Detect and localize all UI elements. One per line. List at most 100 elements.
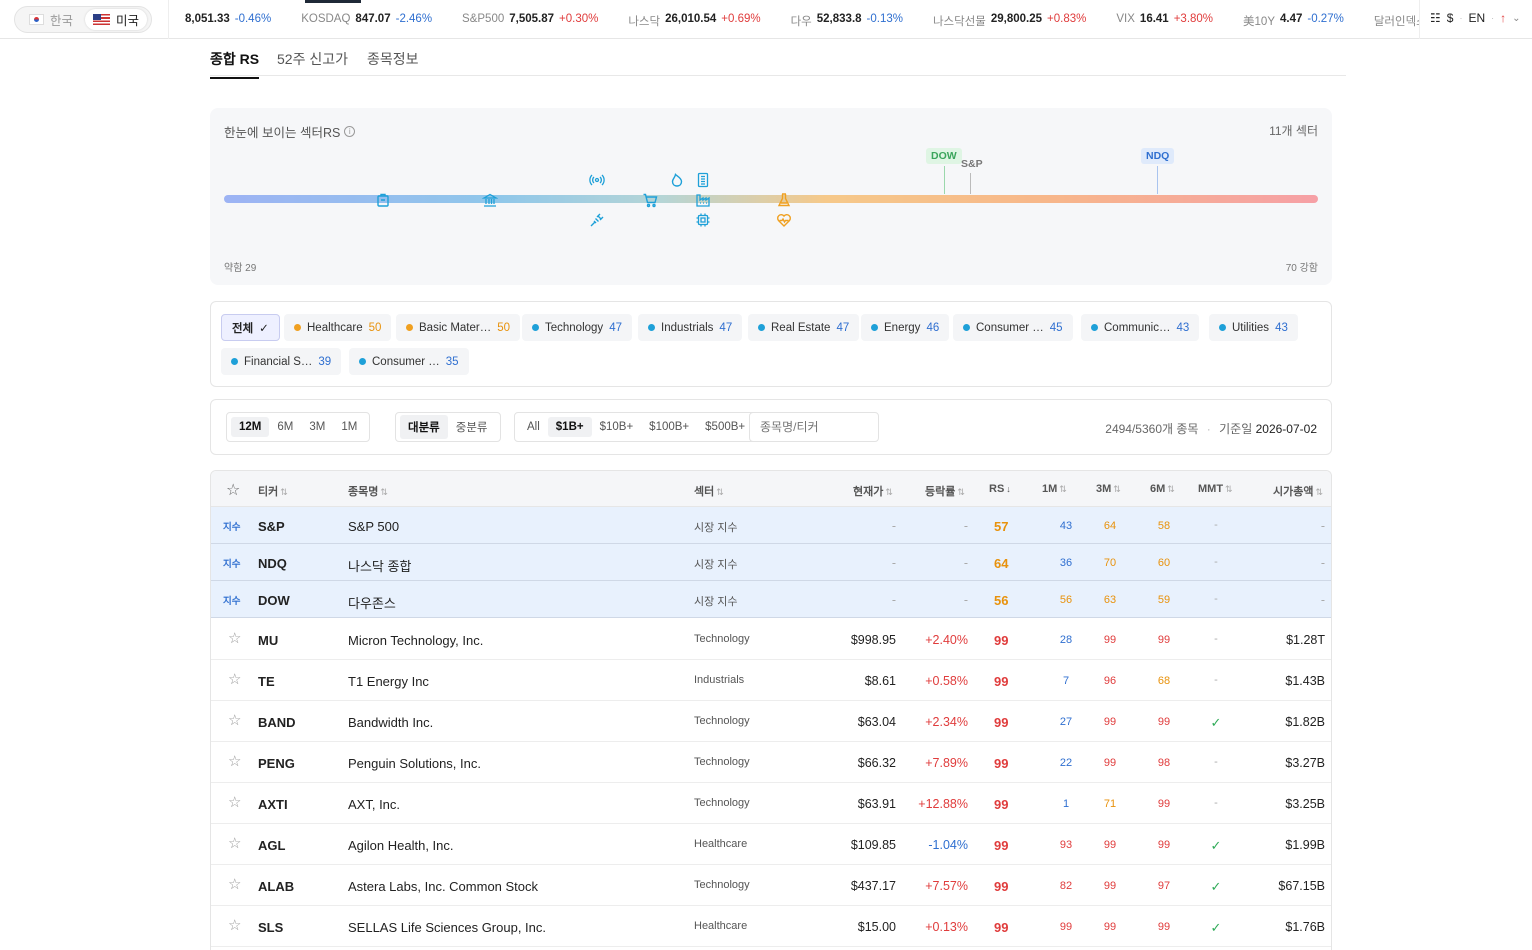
sector-chip[interactable]: Utilities 43 — [1209, 314, 1298, 341]
info-icon[interactable]: i — [344, 126, 356, 137]
classification-button[interactable]: 대분류 — [400, 415, 448, 439]
sector-chip[interactable]: Consumer … 45 — [953, 314, 1073, 341]
language-toggle[interactable]: EN — [1468, 11, 1486, 25]
favorite-star-icon[interactable]: ☆ — [228, 752, 242, 770]
col-ticker[interactable]: 티커 ⇅ — [258, 483, 288, 499]
company-name[interactable]: SELLAS Life Sciences Group, Inc. — [348, 919, 546, 935]
col-sector[interactable]: 섹터 ⇅ — [694, 483, 724, 499]
period-button[interactable]: 6M — [277, 421, 294, 433]
sector-chip[interactable]: Consumer … 35 — [349, 348, 469, 375]
sector-chip[interactable]: Basic Mater… 50 — [396, 314, 521, 341]
ticker-symbol[interactable]: BAND — [258, 714, 296, 730]
favorite-star-icon[interactable]: ☆ — [228, 834, 242, 852]
energy-flame-icon[interactable] — [668, 171, 686, 189]
period-button[interactable]: 12M — [231, 417, 270, 437]
index-row[interactable]: 지수 NDQ 나스닥 종합 시장 지수 - - 64 36 70 60 - - — [211, 544, 1331, 581]
ticker-item[interactable]: KOSDAQ 847.07 -2.46% — [301, 13, 432, 29]
company-name[interactable]: Agilon Health, Inc. — [348, 837, 454, 853]
ticker-symbol[interactable]: DOW — [258, 592, 290, 608]
financial-bank-icon[interactable] — [481, 191, 499, 209]
company-name[interactable]: AXT, Inc. — [348, 796, 401, 812]
table-row[interactable]: ☆ BAND Bandwidth Inc. Technology $63.04 +2.34… — [211, 701, 1331, 742]
favorite-star-icon[interactable]: ☆ — [228, 711, 242, 729]
favorite-star-header-icon[interactable]: ☆ — [226, 482, 241, 499]
ticker-symbol[interactable]: PENG — [258, 755, 295, 771]
industrials-factory-icon[interactable] — [694, 191, 712, 209]
company-name[interactable]: Bandwidth Inc. — [348, 714, 434, 730]
sector-chip[interactable]: Technology 47 — [522, 314, 632, 341]
technology-chip-icon[interactable] — [694, 211, 712, 229]
company-name[interactable]: 다우존스 — [348, 595, 396, 611]
company-name[interactable]: Penguin Solutions, Inc. — [348, 755, 481, 771]
table-row[interactable]: ☆ PENG Penguin Solutions, Inc. Technology $6… — [211, 742, 1331, 783]
sector-chip[interactable]: Energy 46 — [861, 314, 950, 341]
ticker-symbol[interactable]: S&P — [258, 518, 285, 534]
consumer-defensive-icon[interactable] — [374, 191, 392, 209]
company-name[interactable]: T1 Energy Inc — [348, 673, 429, 689]
company-name[interactable]: Astera Labs, Inc. Common Stock — [348, 878, 539, 894]
ticker-item[interactable]: VIX 16.41 +3.80% — [1116, 13, 1213, 29]
col-6m[interactable]: 6M ⇅ — [1150, 483, 1175, 495]
col-3m[interactable]: 3M ⇅ — [1096, 483, 1121, 495]
stock-search-input[interactable] — [749, 412, 879, 442]
company-name[interactable]: 나스닥 종합 — [348, 558, 412, 574]
favorite-star-icon[interactable]: ☆ — [228, 916, 242, 934]
table-row[interactable]: ☆ AXTI AXT, Inc. Technology $63.91 +12.88% 99 1… — [211, 783, 1331, 824]
table-row[interactable]: ☆ MU Micron Technology, Inc. Technology $998… — [211, 619, 1331, 660]
tab-52w-high[interactable]: 52주 신고가 — [277, 51, 348, 67]
chevron-down-icon[interactable]: ⌄ — [1512, 12, 1521, 24]
col-price[interactable]: 현재가 ⇅ — [853, 483, 893, 499]
communication-signal-icon[interactable] — [588, 171, 606, 189]
sector-chip[interactable]: Financial S… 39 — [221, 348, 342, 375]
sector-chip[interactable]: Real Estate 47 — [748, 314, 860, 341]
index-row[interactable]: 지수 DOW 다우존스 시장 지수 - - 56 56 63 59 - - — [211, 581, 1331, 618]
ticker-symbol[interactable]: TE — [258, 673, 275, 689]
col-change[interactable]: 등락률 ⇅ — [925, 483, 965, 499]
tab-total-rs[interactable]: 종합 RS — [210, 49, 260, 79]
chip-all[interactable]: 전체 ✓ — [221, 314, 280, 341]
favorite-star-icon[interactable]: ☆ — [228, 629, 242, 647]
utilities-plug-icon[interactable] — [588, 211, 606, 229]
ticker-symbol[interactable]: NDQ — [258, 555, 287, 571]
ticker-item[interactable]: 나스닥 26,010.54 +0.69% — [628, 13, 760, 29]
ticker-item[interactable]: 다우 52,833.8 -0.13% — [791, 13, 903, 29]
market-us-option[interactable]: 미국 — [85, 9, 148, 30]
basic-materials-flask-icon[interactable] — [775, 191, 793, 209]
period-button[interactable]: 1M — [341, 421, 358, 433]
market-cap-button[interactable]: $100B+ — [649, 421, 690, 433]
healthcare-heart-icon[interactable] — [775, 211, 793, 229]
col-1m[interactable]: 1M ⇅ — [1042, 483, 1067, 495]
sector-chip[interactable]: Communic… 43 — [1081, 314, 1200, 341]
ticker-symbol[interactable]: SLS — [258, 919, 284, 935]
currency-toggle[interactable]: $ — [1446, 11, 1454, 25]
company-name[interactable]: S&P 500 — [348, 518, 400, 534]
table-row[interactable]: ☆ SLS SELLAS Life Sciences Group, Inc. Heal… — [211, 906, 1331, 947]
ticker-item[interactable]: S&P500 7,505.87 +0.30% — [462, 13, 598, 29]
market-korea-option[interactable]: 한국 — [21, 9, 81, 30]
ticker-symbol[interactable]: ALAB — [258, 878, 295, 894]
sector-chip[interactable]: Industrials 47 — [638, 314, 743, 341]
sector-chip[interactable]: Healthcare 50 — [284, 314, 392, 341]
ticker-item[interactable]: 美10Y 4.47 -0.27% — [1243, 13, 1344, 29]
tab-stock-info[interactable]: 종목정보 — [367, 51, 419, 67]
company-name[interactable]: Micron Technology, Inc. — [348, 632, 484, 648]
ticker-item[interactable]: 8,051.33 -0.46% — [185, 13, 271, 29]
ticker-symbol[interactable]: AXTI — [258, 796, 288, 812]
market-toggle[interactable]: 한국 미국 — [14, 6, 152, 33]
consumer-cyclical-cart-icon[interactable] — [641, 191, 659, 209]
table-row[interactable]: ☆ TE T1 Energy Inc Industrials $8.61 +0.58% 99… — [211, 660, 1331, 701]
market-cap-button[interactable]: All — [527, 421, 540, 433]
favorite-star-icon[interactable]: ☆ — [228, 875, 242, 893]
ticker-symbol[interactable]: AGL — [258, 837, 286, 853]
period-button[interactable]: 3M — [309, 421, 326, 433]
real-estate-building-icon[interactable] — [694, 171, 712, 189]
settings-sliders-icon[interactable]: ☷ — [1430, 11, 1441, 25]
market-cap-button[interactable]: $10B+ — [599, 421, 634, 433]
ticker-symbol[interactable]: MU — [258, 632, 279, 648]
col-rs[interactable]: RS ↓ — [989, 483, 1011, 495]
index-row[interactable]: 지수 S&P S&P 500 시장 지수 - - 57 43 64 58 - - — [211, 507, 1331, 544]
col-name[interactable]: 종목명 ⇅ — [348, 483, 388, 499]
favorite-star-icon[interactable]: ☆ — [228, 793, 242, 811]
classification-button[interactable]: 중분류 — [455, 422, 488, 434]
favorite-star-icon[interactable]: ☆ — [228, 670, 242, 688]
